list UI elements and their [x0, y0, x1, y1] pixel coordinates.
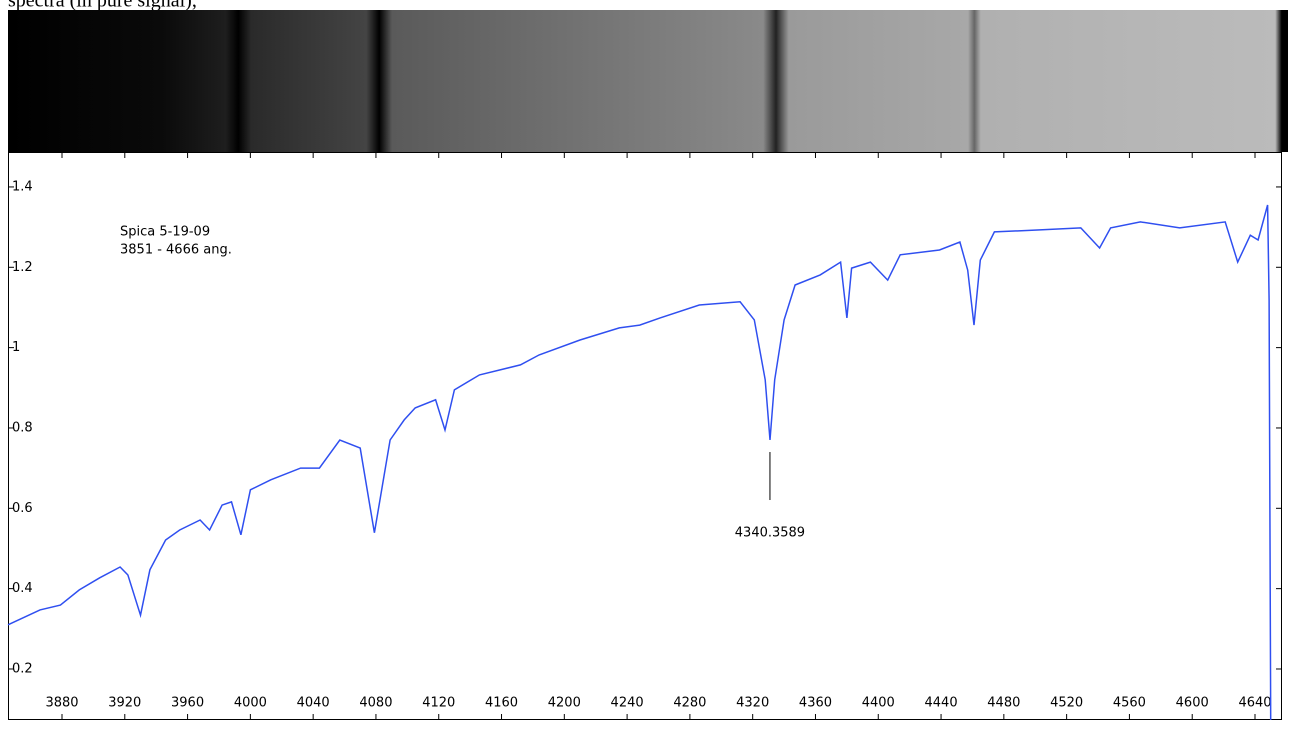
x-tick-label: 3880	[45, 696, 78, 711]
x-tick-label: 4200	[548, 696, 581, 711]
x-tick-label: 4520	[1050, 696, 1083, 711]
x-tick-label: 4000	[234, 696, 267, 711]
x-tick-label: 4440	[925, 696, 958, 711]
x-tick-label: 4280	[673, 696, 706, 711]
x-tick-label: 4560	[1113, 696, 1146, 711]
y-tick-label: 0.8	[12, 420, 33, 435]
peak-label: 4340.3589	[735, 526, 805, 541]
x-tick-label: 4640	[1238, 696, 1271, 711]
x-tick-label: 3920	[108, 696, 141, 711]
y-tick-label: 1	[12, 340, 20, 355]
annotation: Spica 5-19-09	[120, 225, 210, 240]
x-tick-label: 4160	[485, 696, 518, 711]
chart: spectra (in pure signal), Spica 5-19-09 …	[0, 0, 1290, 749]
y-tick-label: 1.4	[12, 179, 33, 194]
x-tick-label: 4360	[799, 696, 832, 711]
page: {"header_text": "spectra (in pure signal…	[0, 0, 1290, 749]
annotation: 3851 - 4666 ang.	[120, 243, 232, 258]
x-tick-label: 4120	[422, 696, 455, 711]
x-tick-label: 4080	[359, 696, 392, 711]
x-tick-label: 4400	[862, 696, 895, 711]
y-tick-label: 0.4	[12, 581, 33, 596]
y-tick-label: 0.6	[12, 501, 33, 516]
x-tick-label: 4600	[1176, 696, 1209, 711]
header-text: spectra (in pure signal),	[8, 0, 197, 12]
spectrum-strip	[8, 10, 1288, 152]
x-tick-label: 3960	[171, 696, 204, 711]
x-tick-label: 4040	[297, 696, 330, 711]
x-tick-label: 4240	[611, 696, 644, 711]
y-tick-label: 0.2	[12, 661, 33, 676]
x-tick-label: 4480	[987, 696, 1020, 711]
x-tick-label: 4320	[736, 696, 769, 711]
y-tick-label: 1.2	[12, 260, 33, 275]
